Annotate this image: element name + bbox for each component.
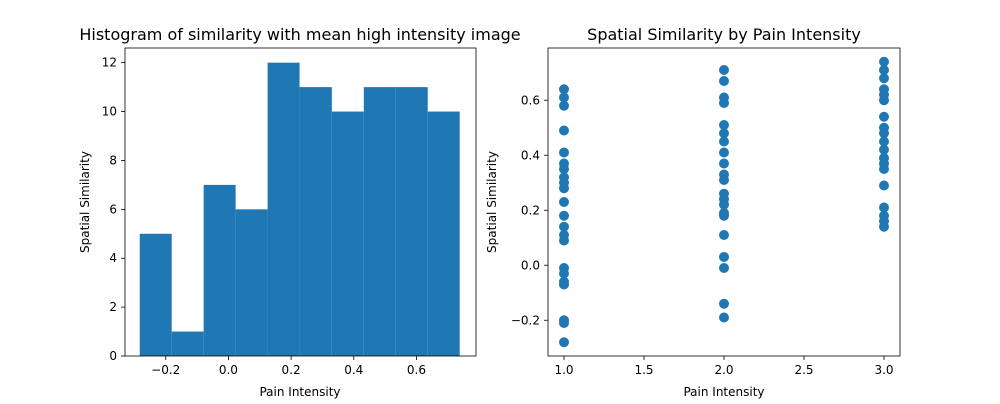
histogram-panel: Histogram of similarity with mean high i… <box>78 25 521 399</box>
scatter-y-tick-label: 0.0 <box>521 258 540 272</box>
scatter-x-tick-label: 3.0 <box>874 363 893 377</box>
scatter-y-tick-label: −0.2 <box>511 313 540 327</box>
scatter-y-ticks: −0.2 0.0 0.2 0.4 0.6 <box>511 93 548 327</box>
scatter-x-ticks: 1.0 1.5 2.0 2.5 3.0 <box>554 356 894 377</box>
scatter-point-26 <box>719 120 729 130</box>
scatter-point-32 <box>719 175 729 185</box>
histogram-y-tick-label: 8 <box>109 153 117 167</box>
scatter-point-21 <box>559 337 569 348</box>
scatter-x-tick-label: 1.0 <box>554 363 573 377</box>
scatter-point-22 <box>719 65 729 75</box>
scatter-point-61 <box>879 221 889 232</box>
scatter-point-39 <box>719 252 729 262</box>
scatter-point-20 <box>559 318 569 328</box>
scatter-point-30 <box>719 158 729 169</box>
histogram-bar-9 <box>427 111 460 356</box>
scatter-point-18 <box>559 279 569 290</box>
scatter-x-tick-label: 1.5 <box>634 363 653 377</box>
scatter-point-29 <box>719 147 729 158</box>
scatter-point-3 <box>559 125 569 136</box>
scatter-point-1 <box>559 92 569 103</box>
histogram-x-tick-label: −0.2 <box>151 363 180 377</box>
histogram-y-tick-label: 2 <box>109 300 117 314</box>
histogram-y-tick-label: 4 <box>109 251 117 265</box>
histogram-bar-2 <box>203 184 236 356</box>
scatter-point-40 <box>719 263 729 273</box>
histogram-bar-0 <box>139 233 172 356</box>
histogram-bar-1 <box>171 331 204 356</box>
histogram-x-tick-label: 0.6 <box>407 363 426 377</box>
scatter-point-56 <box>879 164 889 174</box>
scatter-point-42 <box>719 312 729 323</box>
scatter-point-9 <box>559 183 569 194</box>
scatter-point-28 <box>719 136 729 147</box>
scatter-y-tick-label: 0.4 <box>521 148 540 162</box>
histogram-title: Histogram of similarity with mean high i… <box>79 25 520 44</box>
histogram-bars <box>139 62 460 357</box>
histogram-y-tick-label: 10 <box>102 105 117 119</box>
scatter-point-43 <box>879 56 889 67</box>
histogram-y-tick-label: 12 <box>102 56 117 70</box>
histogram-y-tick-label: 6 <box>109 202 117 216</box>
histogram-y-tick-label: 0 <box>109 349 117 363</box>
scatter-panel: Spatial Similarity by Pain Intensity 1.0… <box>485 25 901 399</box>
scatter-point-44 <box>879 65 889 75</box>
scatter-point-16 <box>559 268 569 279</box>
scatter-point-45 <box>879 73 889 84</box>
scatter-axes-frame <box>547 47 901 357</box>
scatter-point-2 <box>559 100 569 111</box>
scatter-point-58 <box>879 202 889 213</box>
histogram-bar-7 <box>363 87 396 356</box>
scatter-point-4 <box>559 147 569 158</box>
scatter-point-14 <box>559 235 569 246</box>
scatter-point-11 <box>559 210 569 221</box>
scatter-points <box>559 56 889 348</box>
scatter-point-25 <box>719 98 729 108</box>
histogram-y-ticks: 0 2 4 6 8 10 12 <box>102 56 125 363</box>
scatter-point-0 <box>559 84 569 95</box>
scatter-x-tick-label: 2.0 <box>714 363 733 377</box>
scatter-point-12 <box>559 221 569 232</box>
scatter-point-51 <box>879 128 889 139</box>
scatter-point-23 <box>719 76 729 86</box>
histogram-axes-frame <box>124 47 477 357</box>
scatter-point-37 <box>719 210 729 221</box>
scatter-point-48 <box>879 95 889 106</box>
scatter-point-41 <box>719 298 729 309</box>
scatter-point-52 <box>879 136 889 147</box>
histogram-x-ticks: −0.2 0.0 0.2 0.4 0.6 <box>151 356 426 377</box>
scatter-point-38 <box>719 230 729 240</box>
histogram-bar-8 <box>395 87 428 356</box>
scatter-point-27 <box>719 128 729 139</box>
histogram-bar-6 <box>331 111 364 356</box>
scatter-x-axis-label: Pain Intensity <box>683 385 764 399</box>
histogram-bar-3 <box>235 209 268 356</box>
scatter-point-53 <box>879 144 889 155</box>
scatter-point-57 <box>879 180 889 191</box>
histogram-x-axis-label: Pain Intensity <box>259 385 340 399</box>
scatter-point-6 <box>559 164 569 174</box>
histogram-x-tick-label: 0.0 <box>219 363 238 377</box>
scatter-x-tick-label: 2.5 <box>794 363 813 377</box>
scatter-point-35 <box>719 199 729 210</box>
scatter-y-tick-label: 0.6 <box>521 93 540 107</box>
scatter-title: Spatial Similarity by Pain Intensity <box>587 25 861 44</box>
scatter-point-10 <box>559 197 569 207</box>
scatter-y-tick-label: 0.2 <box>521 203 540 217</box>
scatter-point-49 <box>879 111 889 122</box>
histogram-x-tick-label: 0.2 <box>282 363 301 377</box>
histogram-x-tick-label: 0.4 <box>344 363 363 377</box>
histogram-bar-4 <box>267 62 300 357</box>
histogram-y-axis-label: Spatial Similarity <box>78 151 92 253</box>
scatter-y-axis-label: Spatial Similarity <box>485 151 499 253</box>
histogram-bar-5 <box>299 87 332 356</box>
